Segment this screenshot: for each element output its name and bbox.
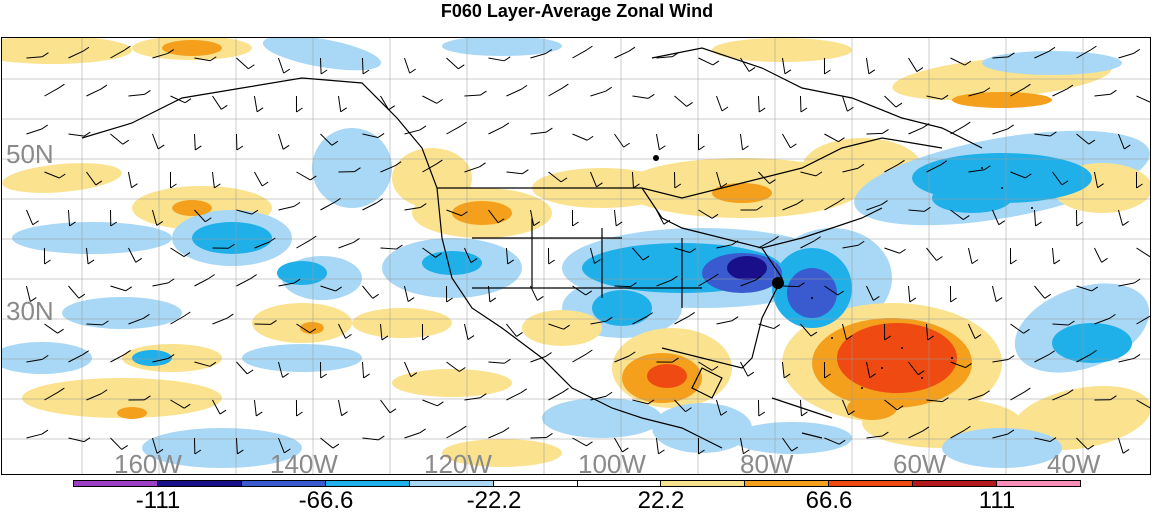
contour-fill [12,222,172,254]
contour-fill [300,322,324,334]
contour-fill [952,92,1052,108]
contour-fill [787,268,837,318]
colorbar-segment [578,481,662,486]
contour-fill [312,128,392,208]
chart-title: F060 Layer-Average Zonal Wind [0,0,1154,30]
colorbar-segment [661,481,745,486]
station-marker [653,155,659,161]
colorbar-segment [494,481,578,486]
contour-fill [452,201,512,225]
contour-fill [192,222,272,254]
colorbar-segment [326,481,410,486]
contour-fill [2,38,132,64]
lon-label-160w: 160W [114,449,182,475]
map-canvas [2,38,1151,475]
lon-label-80w: 80W [740,449,793,475]
lon-label-120w: 120W [424,449,492,475]
contour-fill [252,303,352,343]
contour-fill [162,40,222,56]
colorbar-segment [158,481,242,486]
contour-fill [260,38,383,77]
contour-fill [172,200,212,216]
lon-label-100w: 100W [578,449,646,475]
contour-fill [647,364,687,388]
contour-fill [62,297,182,329]
wind-contour-fills [2,38,1151,468]
contour-fill [847,396,897,420]
contour-fill [132,350,172,366]
contour-fill [652,403,752,453]
colorbar-segment [913,481,997,486]
lon-label-60w: 60W [893,449,946,475]
colorbar-segment [74,481,158,486]
lon-label-140w: 140W [270,449,338,475]
colorbar-segment [242,481,326,486]
station-marker [772,277,784,289]
colorbar-segment [829,481,913,486]
colorbar-segment [410,481,494,486]
contour-fill [352,308,452,338]
lat-label-30n: 30N [6,296,54,327]
lat-label-50n: 50N [6,139,54,170]
contour-fill [942,428,1062,468]
contour-fill [117,407,147,419]
colorbar-segment [997,481,1080,486]
contour-fill [2,342,92,374]
contour-fill [932,183,1012,213]
lon-label-40w: 40W [1047,449,1100,475]
contour-fill [837,323,957,393]
contour-fill [1052,323,1132,363]
colorbar [73,480,1081,487]
contour-fill [392,369,512,397]
contour-fill [277,261,327,285]
contour-fill [522,310,602,346]
contour-fill [592,290,652,326]
map-panel: 50N 30N 160W 140W 120W 100W 80W 60W 40W [1,37,1151,475]
contour-fill [242,344,362,372]
colorbar-segment [745,481,829,486]
contour-fill [982,51,1122,75]
